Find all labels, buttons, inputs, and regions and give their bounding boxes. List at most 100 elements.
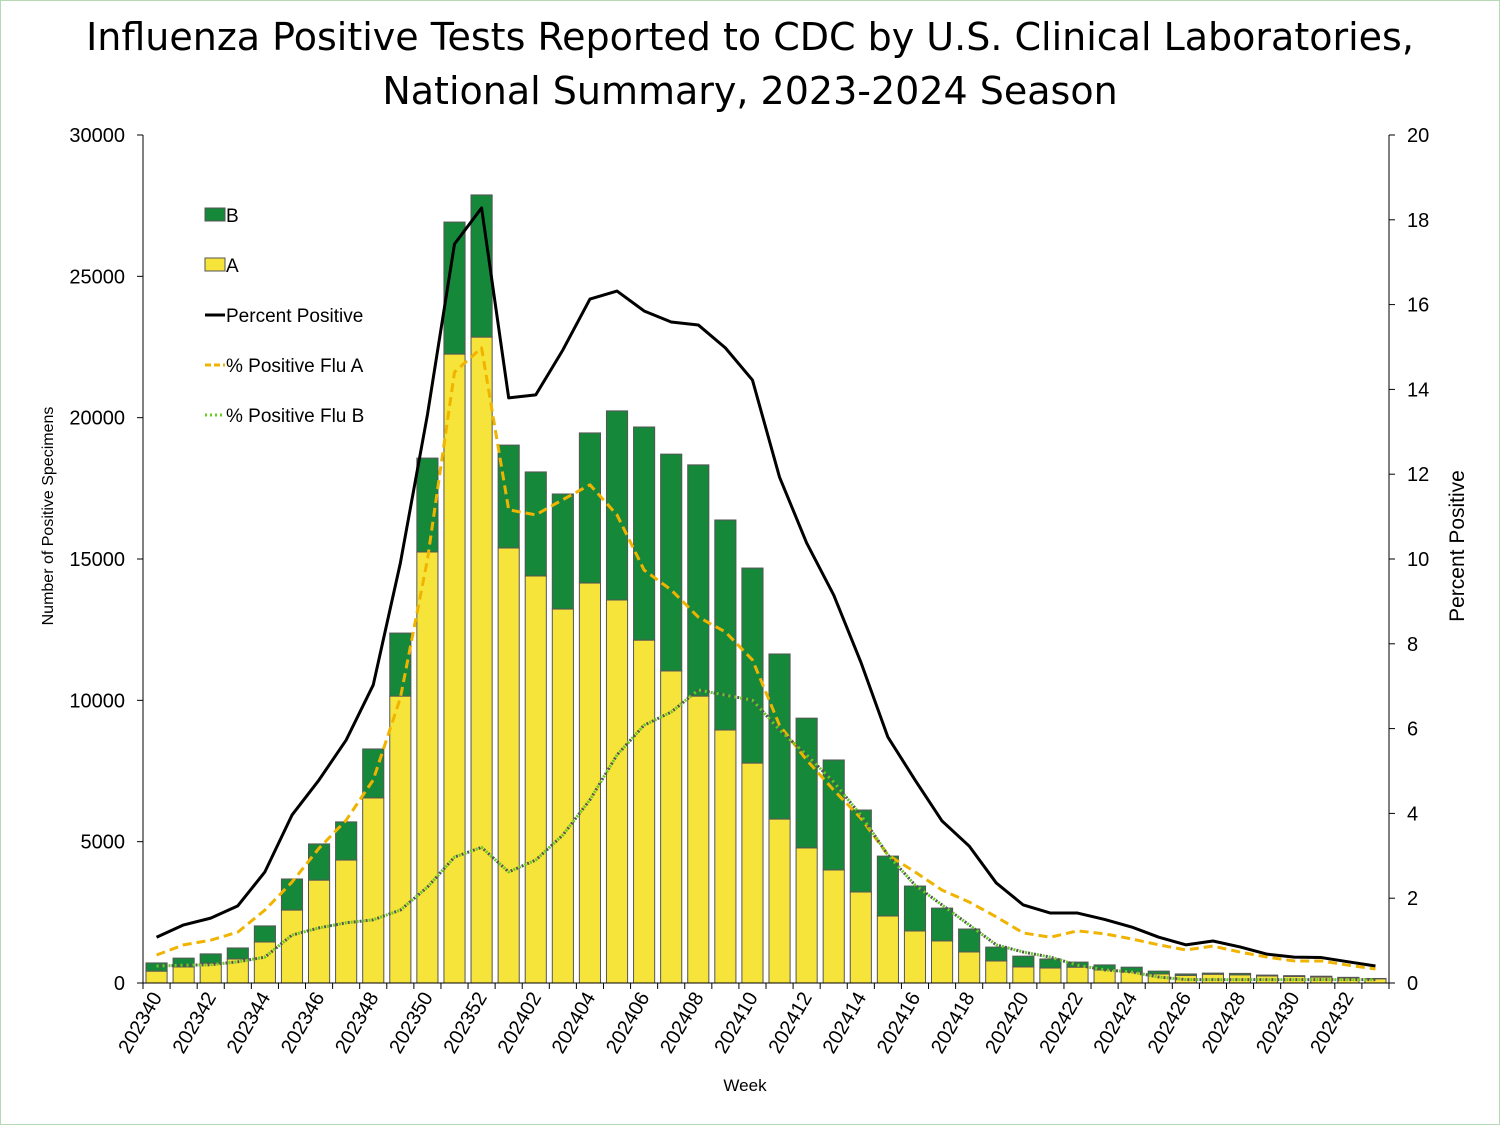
bar-b-202402 <box>524 471 547 577</box>
x-tick-label: 202348 <box>331 989 383 1058</box>
bar-a-202423 <box>1093 969 1116 984</box>
x-tick-label: 202352 <box>439 989 491 1058</box>
bar-b-202426 <box>1174 973 1197 976</box>
bar-a-202403 <box>551 608 574 984</box>
series-line--positive-flu-a <box>156 346 1376 971</box>
x-tick-label: 202414 <box>819 989 871 1058</box>
y-tick-label: 5000 <box>81 832 126 854</box>
bar-b-202430 <box>1283 975 1306 977</box>
series-line-shadow <box>156 688 1376 982</box>
bar-a-202410 <box>741 762 764 984</box>
x-tick-label: 202410 <box>710 989 762 1058</box>
bar-b-202404 <box>578 432 601 584</box>
bar-a-202412 <box>795 847 818 984</box>
bar-b-202352 <box>470 194 493 338</box>
y2-tick-label: 14 <box>1407 379 1429 401</box>
bar-a-202421 <box>1039 967 1062 984</box>
bar-a-202405 <box>605 599 629 984</box>
x-tick-label: 202406 <box>602 989 654 1058</box>
y2-tick-label: 6 <box>1407 719 1418 741</box>
bar-b-202410 <box>741 567 764 764</box>
y2-tick-label: 4 <box>1407 803 1418 825</box>
y2-tick-label: 20 <box>1407 125 1429 147</box>
y-tick-label: 10000 <box>69 690 125 712</box>
y2-tick-label: 8 <box>1407 634 1418 656</box>
y2-axis-title: Percent Positive <box>1446 470 1469 622</box>
bar-b-202427 <box>1201 972 1224 975</box>
legend-label: B <box>226 206 239 227</box>
legend-label: % Positive Flu A <box>226 356 364 377</box>
legend-swatch-b <box>204 207 226 222</box>
x-tick-label: 202420 <box>981 989 1033 1058</box>
bar-a-202422 <box>1066 966 1089 984</box>
bar-b-202425 <box>1147 970 1170 975</box>
y2-tick-label: 16 <box>1407 295 1429 317</box>
x-tick-label: 202426 <box>1144 989 1196 1058</box>
bar-b-202422 <box>1066 961 1089 968</box>
x-tick-label: 202344 <box>223 989 275 1058</box>
chart-title-line-1: Influenza Positive Tests Reported to CDC… <box>86 15 1414 59</box>
x-tick-label: 202432 <box>1306 989 1358 1058</box>
x-tick-label: 202428 <box>1198 989 1250 1058</box>
y-tick-label: 30000 <box>69 125 125 147</box>
bar-a-202350 <box>416 551 439 984</box>
bar-a-202416 <box>903 930 927 984</box>
bar-b-202406 <box>633 426 656 641</box>
bar-b-202403 <box>551 493 574 610</box>
y-tick-label: 15000 <box>69 549 125 571</box>
bar-a-202340 <box>145 970 168 984</box>
bar-b-202349 <box>389 632 412 697</box>
bar-a-202344 <box>253 941 276 984</box>
bar-a-202411 <box>768 818 791 984</box>
bar-b-202431 <box>1310 975 1333 978</box>
bar-b-202350 <box>416 457 439 553</box>
y-tick-label: 0 <box>114 973 125 995</box>
x-tick-label: 202430 <box>1252 989 1304 1058</box>
y2-tick-label: 18 <box>1407 210 1429 232</box>
bar-b-202432 <box>1337 976 1360 979</box>
y-tick-label: 25000 <box>69 266 125 288</box>
bar-b-202421 <box>1039 958 1062 969</box>
bar-a-202419 <box>985 960 1008 984</box>
bar-a-202409 <box>714 729 737 984</box>
x-tick-label: 202422 <box>1035 989 1087 1058</box>
bar-b-202420 <box>1012 955 1035 968</box>
bar-b-202407 <box>660 453 683 672</box>
y2-tick-label: 12 <box>1407 464 1429 486</box>
x-tick-label: 202412 <box>765 989 817 1058</box>
x-tick-label: 202408 <box>656 989 708 1058</box>
bar-a-202352 <box>470 336 493 984</box>
bar-a-202413 <box>822 869 845 984</box>
bar-b-202351 <box>443 221 466 355</box>
bar-b-202417 <box>931 907 954 942</box>
bar-b-202416 <box>903 885 927 932</box>
bar-a-202417 <box>931 940 954 984</box>
bar-a-202402 <box>524 575 547 984</box>
bar-a-202404 <box>578 582 601 984</box>
bar-a-202420 <box>1012 966 1035 984</box>
x-tick-label: 202424 <box>1090 989 1142 1058</box>
bar-a-202406 <box>633 639 656 984</box>
x-tick-label: 202350 <box>385 989 437 1058</box>
bar-b-202411 <box>768 653 791 820</box>
x-tick-label: 202342 <box>169 989 221 1058</box>
bar-b-202409 <box>714 519 737 731</box>
x-axis-title: Week <box>723 1076 767 1095</box>
bar-b-202418 <box>958 928 981 953</box>
series-line-percent-positive <box>155 206 1376 968</box>
bar-a-202408 <box>687 695 710 984</box>
bar-a-202351 <box>443 353 466 984</box>
bar-a-202424 <box>1120 971 1143 984</box>
legend-label: Percent Positive <box>226 306 363 327</box>
bar-b-202341 <box>172 957 195 968</box>
y2-tick-label: 10 <box>1407 549 1429 571</box>
y2-tick-label: 2 <box>1407 888 1418 910</box>
chart-title-line-2: National Summary, 2023-2024 Season <box>382 69 1118 113</box>
y-tick-label: 20000 <box>69 408 125 430</box>
bar-b-202419 <box>985 946 1008 962</box>
bar-a-202407 <box>660 670 683 984</box>
x-tick-label: 202418 <box>927 988 979 1057</box>
legend-swatch-a <box>204 257 226 272</box>
bar-a-202415 <box>876 915 899 984</box>
